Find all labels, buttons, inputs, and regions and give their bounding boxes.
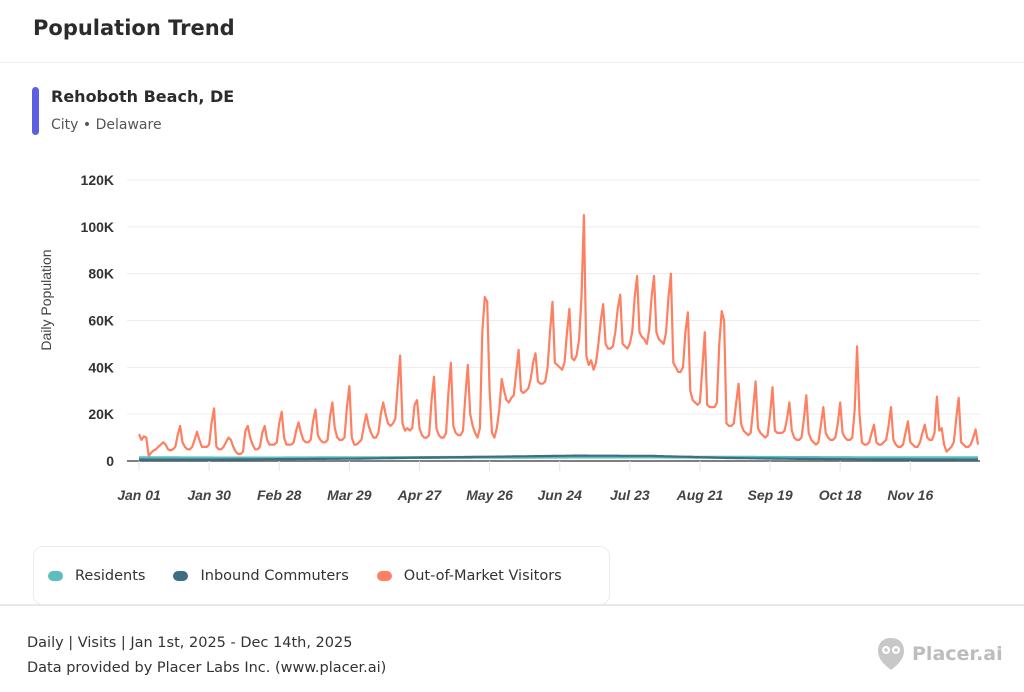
x-tick-label: Jan 30 [187, 487, 231, 503]
x-tick-label: Oct 18 [819, 487, 862, 503]
y-tick-label: 20K [88, 406, 114, 422]
x-tick-label: Jun 24 [538, 487, 583, 503]
legend-label: Residents [75, 567, 146, 584]
x-tick-label: Aug 21 [676, 487, 724, 503]
legend-item-inbound-commuters[interactable]: Inbound Commuters [173, 567, 349, 584]
logo-text: Placer.ai [912, 643, 1003, 665]
visitors-swatch-icon [376, 570, 392, 581]
y-tick-label: 40K [88, 359, 114, 375]
x-tick-label: Sep 19 [747, 487, 792, 503]
legend-item-out-of-market-visitors[interactable]: Out-of-Market Visitors [376, 567, 562, 584]
x-tick-label: Jul 23 [610, 487, 650, 503]
placer-owl-icon [878, 638, 904, 670]
data-attribution: Data provided by Placer Labs Inc. (www.p… [27, 660, 387, 676]
x-tick-label: Jan 01 [117, 487, 161, 503]
inbound-commuters-line [139, 454, 978, 461]
y-axis-title: Daily Population [38, 249, 54, 350]
header-divider [0, 62, 1024, 63]
y-tick-label: 80K [88, 266, 114, 282]
x-tick-label: Apr 27 [397, 487, 443, 503]
x-tick-label: Feb 28 [257, 487, 302, 503]
y-tick-label: 100K [81, 219, 114, 235]
location-subtitle: City • Delaware [51, 117, 162, 133]
location-name: Rehoboth Beach, DE [51, 87, 235, 106]
out-of-market-visitors-line [137, 214, 980, 458]
location-accent-bar [32, 87, 39, 135]
legend-item-residents[interactable]: Residents [48, 568, 145, 584]
y-tick-label: 0 [106, 453, 114, 469]
placer-logo: Placer.ai [876, 636, 1003, 672]
x-tick-label: May 26 [466, 487, 513, 503]
legend-label: Inbound Commuters [200, 567, 349, 584]
page-title: Population Trend [33, 16, 235, 40]
report-parameters: Daily | Visits | Jan 1st, 2025 - Dec 14t… [27, 635, 353, 651]
residents-swatch-icon [48, 570, 63, 581]
x-tick-label: Mar 29 [327, 487, 372, 503]
y-tick-label: 120K [81, 172, 114, 188]
x-tick-label: Nov 16 [887, 487, 933, 503]
residents-line [139, 455, 978, 460]
footer-divider [0, 604, 1024, 606]
legend-label: Out-of-Market Visitors [403, 567, 562, 584]
y-tick-label: 60K [88, 313, 114, 329]
population-trend-chart: 0 20K 40K 60K 80K 100K 120K Jan 01 Jan 30 Feb 28… [38, 172, 980, 503]
commuters-swatch-icon [173, 570, 189, 581]
chart-legend: Residents Inbound Commuters Out-of-Marke… [33, 546, 610, 605]
